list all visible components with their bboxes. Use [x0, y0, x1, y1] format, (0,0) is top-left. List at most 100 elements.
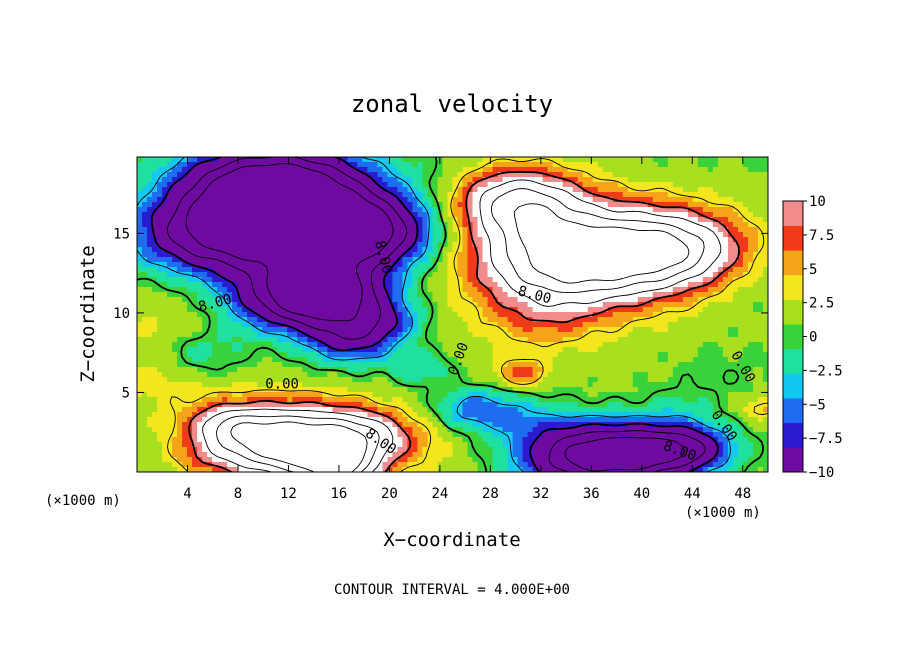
field-cell	[262, 272, 268, 278]
field-cell	[362, 167, 368, 173]
field-cell	[547, 322, 554, 328]
field-cell	[327, 307, 333, 313]
field-cell	[627, 287, 634, 293]
field-cell	[182, 262, 188, 268]
field-cell	[232, 252, 238, 258]
field-cell	[277, 157, 283, 163]
field-cell	[457, 197, 464, 203]
field-cell	[557, 262, 564, 268]
field-cell	[447, 302, 454, 308]
field-cell	[712, 167, 719, 173]
field-cell	[557, 157, 564, 163]
field-cell	[367, 322, 373, 328]
field-cell	[742, 312, 749, 318]
field-cell	[682, 247, 689, 253]
field-cell	[762, 222, 768, 228]
field-cell	[272, 227, 278, 233]
field-cell	[227, 242, 233, 248]
field-cell	[482, 312, 489, 318]
field-cell	[422, 222, 429, 228]
field-cell	[397, 177, 404, 183]
field-cell	[267, 327, 273, 333]
field-cell	[642, 202, 649, 208]
field-cell	[332, 207, 338, 213]
field-cell	[312, 322, 318, 328]
field-cell	[262, 202, 268, 208]
field-cell	[627, 297, 634, 303]
field-cell	[377, 167, 383, 173]
field-cell	[652, 227, 659, 233]
field-cell	[697, 222, 704, 228]
field-cell	[462, 217, 469, 223]
field-cell	[262, 177, 268, 183]
field-cell	[197, 277, 203, 283]
field-cell	[142, 312, 148, 318]
field-cell	[232, 182, 238, 188]
field-cell	[257, 282, 263, 288]
field-cell	[352, 182, 358, 188]
field-cell	[442, 162, 449, 168]
field-cell	[522, 222, 529, 228]
field-cell	[747, 252, 754, 258]
field-cell	[692, 277, 699, 283]
field-cell	[607, 272, 614, 278]
field-cell	[392, 302, 399, 308]
field-cell	[292, 247, 298, 253]
field-cell	[742, 232, 749, 238]
field-cell	[647, 212, 654, 218]
field-cell	[727, 327, 734, 333]
field-cell	[642, 237, 649, 243]
field-cell	[252, 262, 258, 268]
field-cell	[137, 232, 143, 238]
field-cell	[157, 297, 163, 303]
field-cell	[672, 207, 679, 213]
field-cell	[212, 332, 218, 338]
field-cell	[567, 207, 574, 213]
field-cell	[397, 257, 404, 263]
field-cell	[692, 347, 699, 353]
field-cell	[602, 172, 609, 178]
field-cell	[507, 237, 514, 243]
field-cell	[667, 317, 674, 323]
field-cell	[267, 217, 273, 223]
field-cell	[347, 287, 353, 293]
field-cell	[677, 262, 684, 268]
field-cell	[487, 182, 494, 188]
field-cell	[527, 332, 534, 338]
field-cell	[487, 222, 494, 228]
field-cell	[297, 347, 303, 353]
field-cell	[227, 267, 233, 273]
field-cell	[387, 207, 394, 213]
field-cell	[642, 322, 649, 328]
field-cell	[762, 192, 768, 198]
field-cell	[457, 202, 464, 208]
field-cell	[647, 292, 654, 298]
field-cell	[317, 307, 323, 313]
field-cell	[272, 187, 278, 193]
field-cell	[482, 247, 489, 253]
field-cell	[742, 187, 749, 193]
field-cell	[582, 287, 589, 293]
field-cell	[617, 247, 624, 253]
field-cell	[297, 162, 303, 168]
field-cell	[137, 167, 143, 173]
field-cell	[692, 207, 699, 213]
field-cell	[662, 242, 669, 248]
field-cell	[382, 232, 388, 238]
field-cell	[412, 347, 419, 353]
field-cell	[452, 212, 459, 218]
field-cell	[147, 307, 153, 313]
field-cell	[562, 167, 569, 173]
field-cell	[387, 337, 394, 343]
field-cell	[252, 217, 258, 223]
field-cell	[502, 182, 509, 188]
field-cell	[597, 197, 604, 203]
field-cell	[727, 297, 734, 303]
field-cell	[692, 252, 699, 258]
field-cell	[142, 297, 148, 303]
field-cell	[567, 302, 574, 308]
field-cell	[187, 317, 193, 323]
field-cell	[242, 197, 248, 203]
field-cell	[467, 182, 474, 188]
field-cell	[722, 342, 729, 348]
